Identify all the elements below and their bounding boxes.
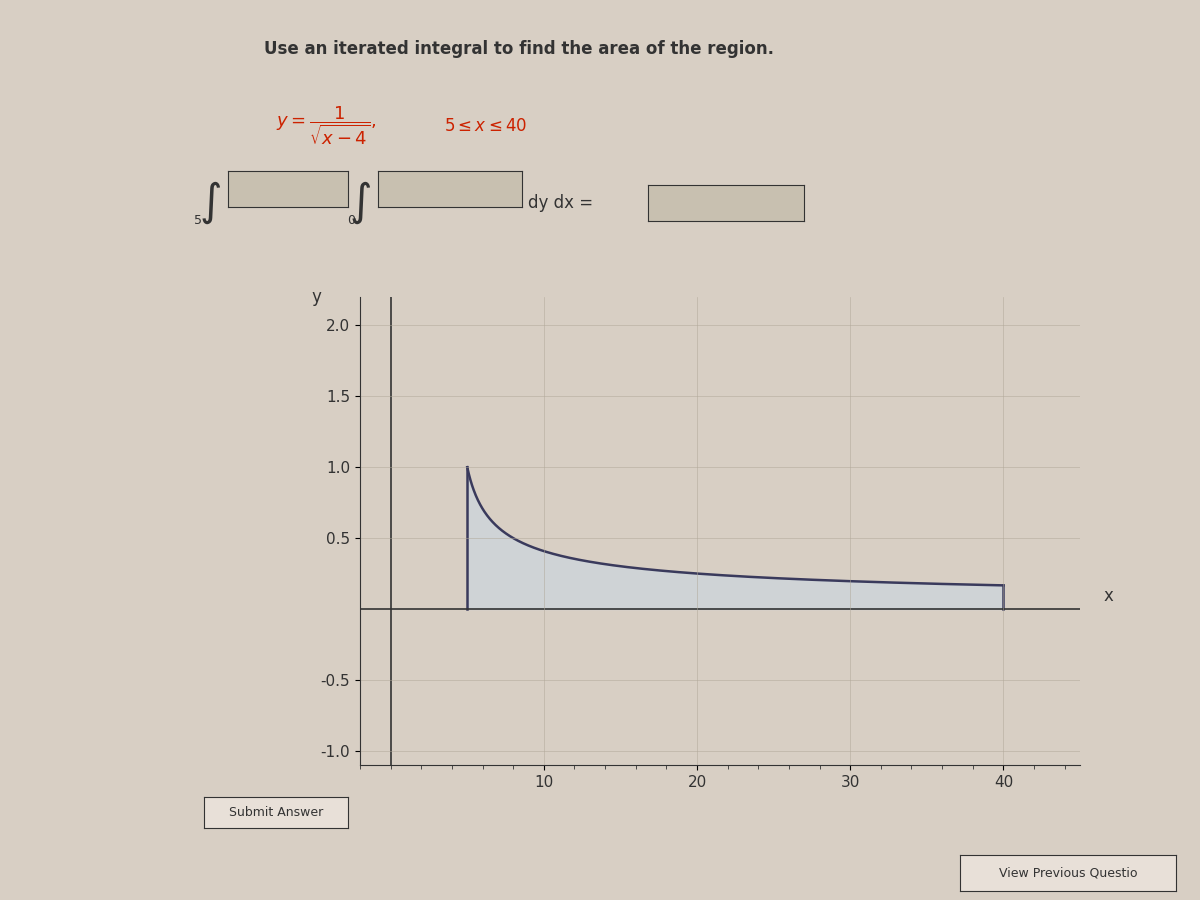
Text: $5 \leq x \leq 40$: $5 \leq x \leq 40$ <box>444 117 527 135</box>
Text: $\int$: $\int$ <box>349 179 371 226</box>
X-axis label: x: x <box>1104 587 1114 605</box>
Text: 0: 0 <box>348 214 355 227</box>
Text: $y = \dfrac{1}{\sqrt{x-4}},$: $y = \dfrac{1}{\sqrt{x-4}},$ <box>276 104 377 148</box>
Text: 5: 5 <box>194 214 202 227</box>
Text: Submit Answer: Submit Answer <box>229 806 323 819</box>
Text: dy dx =: dy dx = <box>528 194 593 212</box>
Text: View Previous Questio: View Previous Questio <box>998 867 1138 879</box>
Text: $\int$: $\int$ <box>199 179 221 226</box>
Y-axis label: y: y <box>312 288 322 306</box>
Text: Use an iterated integral to find the area of the region.: Use an iterated integral to find the are… <box>264 40 774 58</box>
